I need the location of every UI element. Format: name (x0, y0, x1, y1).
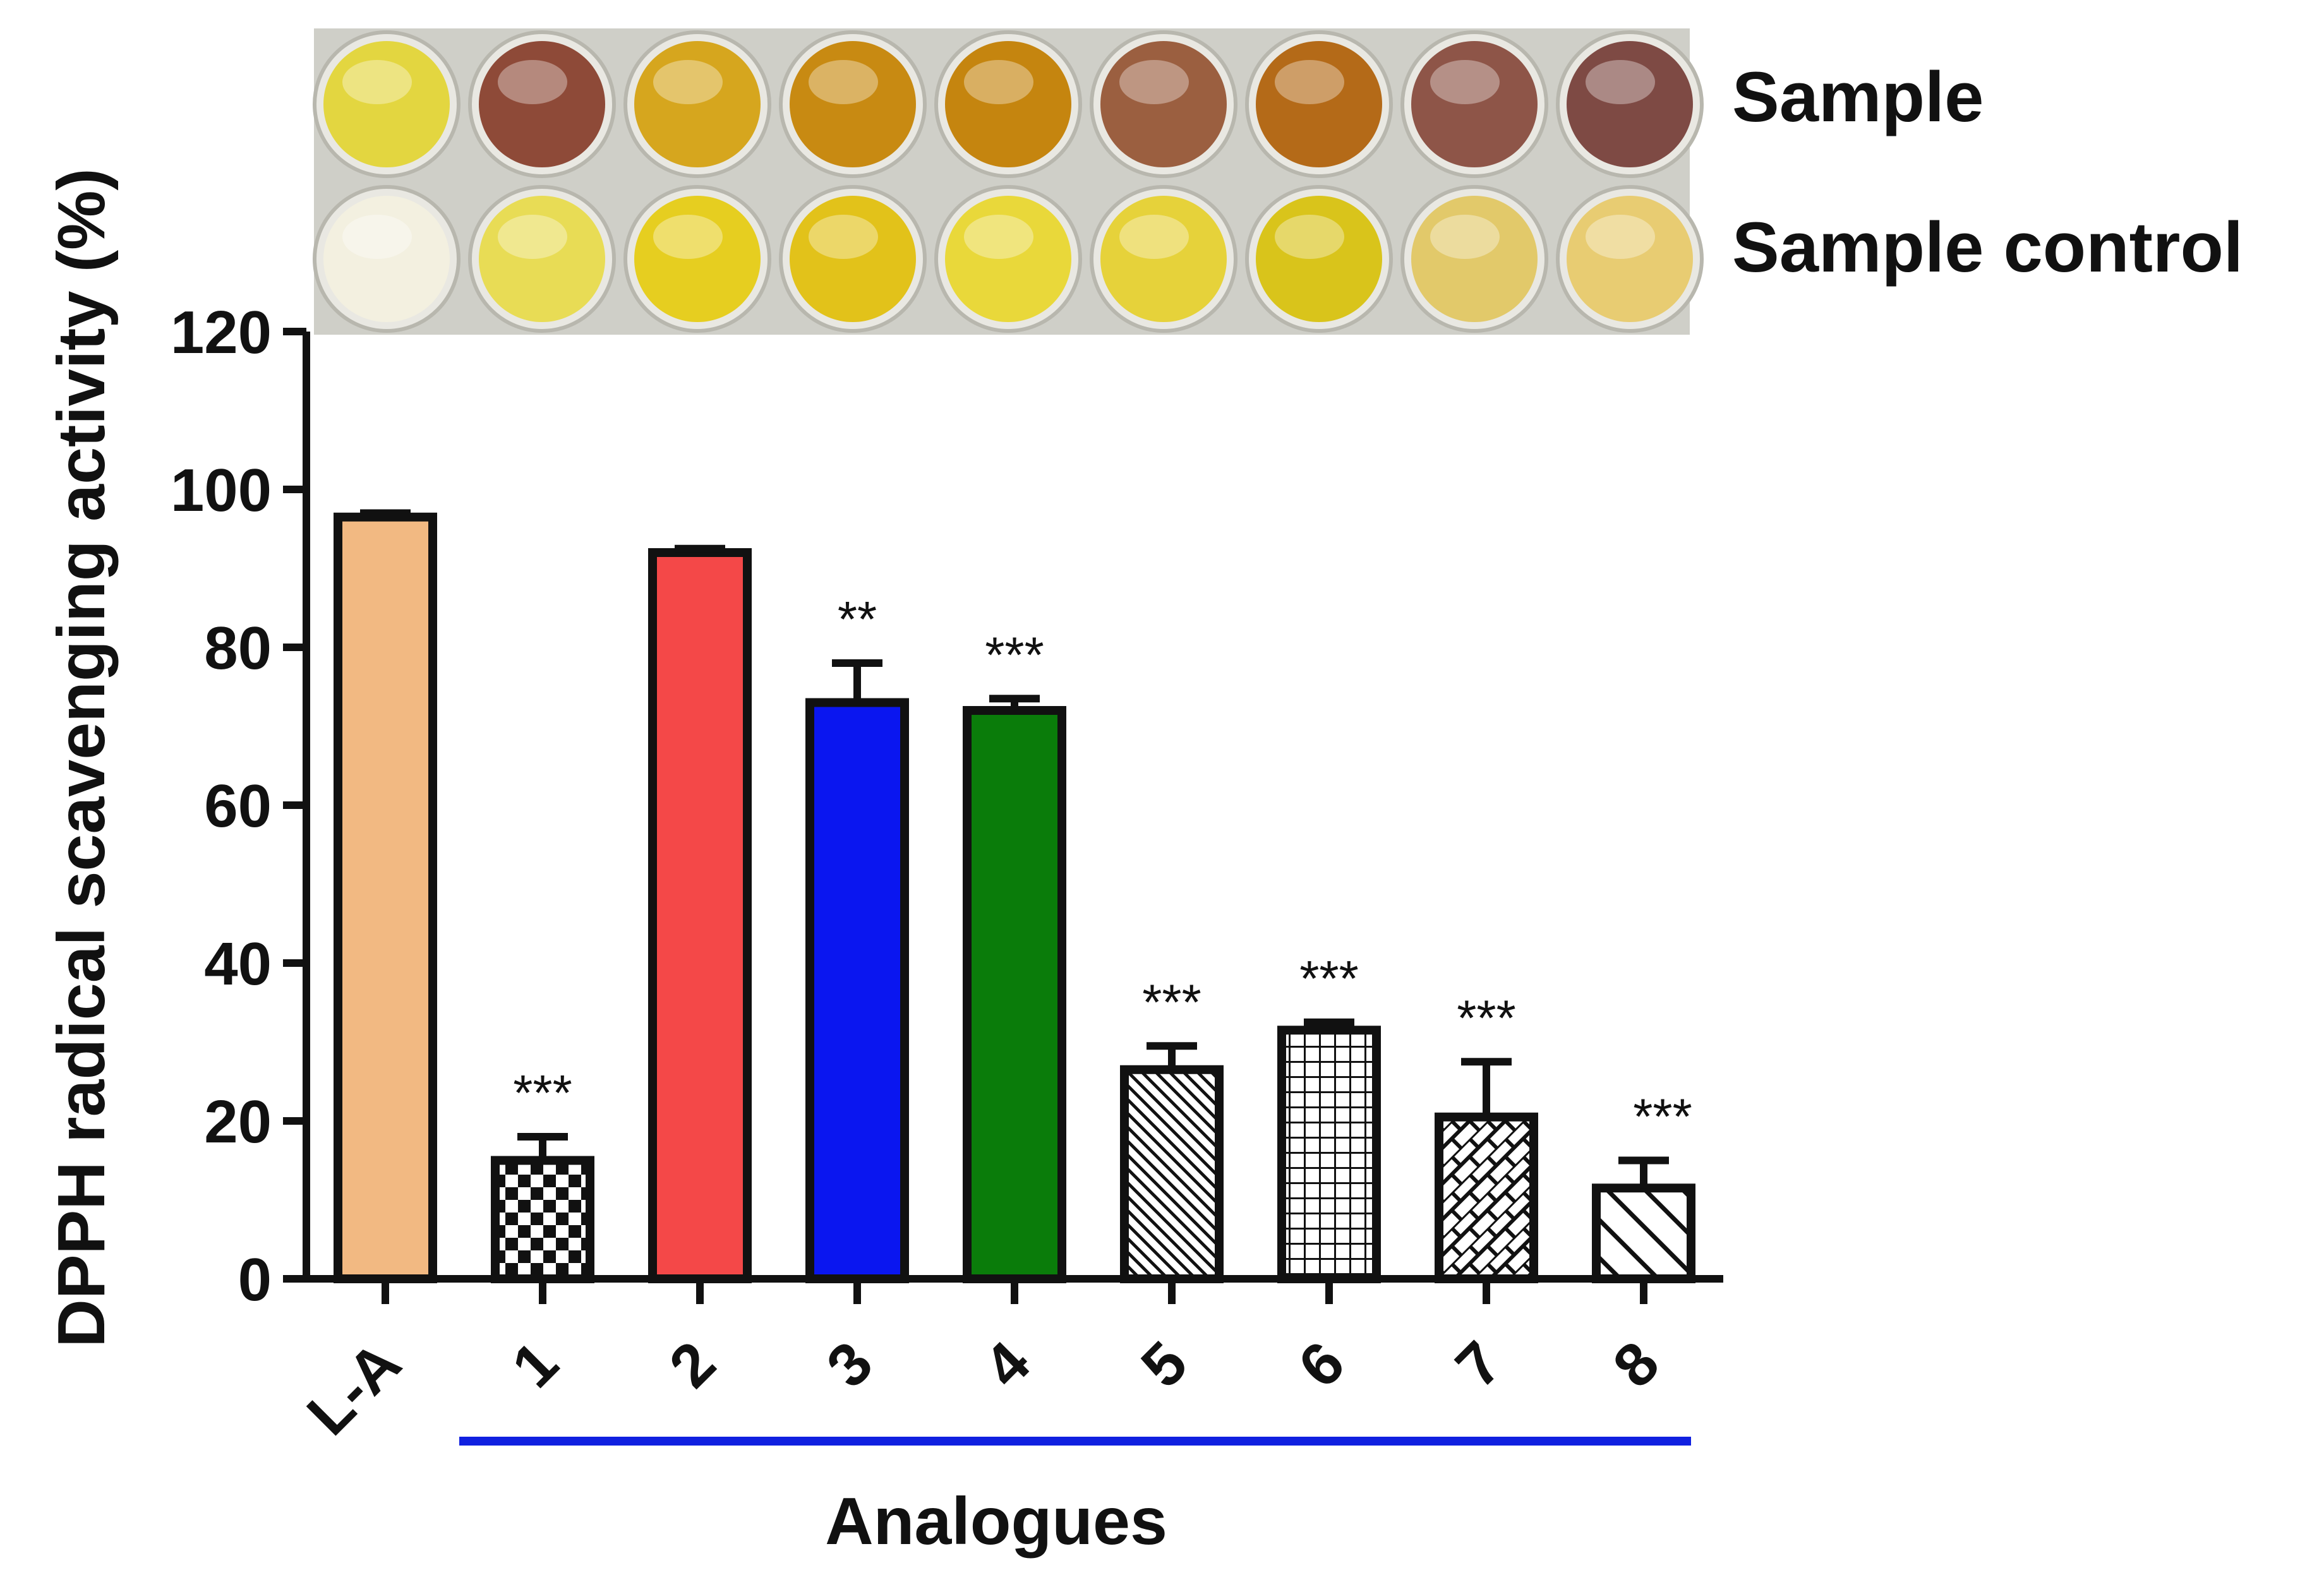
significance-4: *** (985, 626, 1044, 683)
control-well-4 (790, 196, 916, 322)
y-tick-label: 0 (238, 1246, 272, 1314)
x-tick-label-2: 2 (656, 1329, 728, 1400)
well-highlight (809, 215, 878, 259)
x-tick-label-5: 5 (1128, 1329, 1200, 1400)
well-highlight (653, 215, 723, 259)
control-well-6 (1100, 196, 1227, 322)
well-highlight (342, 60, 412, 104)
sample-well-1 (323, 41, 450, 167)
x-tick-label-1: 1 (499, 1329, 570, 1400)
well-highlight (342, 215, 412, 259)
sample-well-9 (1567, 41, 1693, 167)
y-tick-label: 60 (204, 772, 272, 840)
x-tick-label-3: 3 (814, 1329, 885, 1400)
bar-6 (1277, 1026, 1381, 1283)
x-tick-label-4: 4 (971, 1329, 1042, 1400)
well-highlight (1586, 60, 1655, 104)
control-well-2 (479, 196, 605, 322)
bar-4 (963, 706, 1066, 1283)
significance-8: *** (1633, 1089, 1692, 1145)
x-axis-title: Analogues (825, 1484, 1167, 1559)
row-label-sample: Sample (1732, 57, 1984, 136)
significance-7: *** (1457, 990, 1515, 1046)
well-highlight (498, 215, 567, 259)
x-tick-label-6: 6 (1285, 1329, 1357, 1400)
bar-L-A (334, 512, 437, 1283)
y-tick-label: 40 (204, 930, 272, 998)
sample-well-5 (945, 41, 1071, 167)
significance-1: *** (513, 1065, 572, 1121)
control-well-5 (945, 196, 1071, 322)
control-well-9 (1567, 196, 1693, 322)
well-highlight (809, 60, 878, 104)
bar-8 (1592, 1183, 1695, 1283)
well-highlight (498, 60, 567, 104)
well-highlight (1119, 215, 1189, 259)
y-tick-label: 100 (171, 457, 272, 524)
x-tick-label-7: 7 (1443, 1329, 1514, 1400)
well-highlight (1275, 60, 1344, 104)
significance-5: *** (1142, 974, 1201, 1030)
sample-well-8 (1411, 41, 1538, 167)
well-highlight (1275, 215, 1344, 259)
control-well-1 (323, 196, 450, 322)
well-highlight (1119, 60, 1189, 104)
well-highlight (1586, 215, 1655, 259)
bar-2 (648, 548, 752, 1283)
well-highlight (964, 215, 1033, 259)
bar-5 (1120, 1065, 1224, 1283)
significance-3: ** (838, 591, 877, 647)
y-tick-label: 80 (204, 614, 272, 682)
well-highlight (1430, 60, 1500, 104)
bar-7 (1435, 1112, 1538, 1283)
sample-well-4 (790, 41, 916, 167)
well-highlight (1430, 215, 1500, 259)
y-tick-label: 120 (171, 299, 272, 366)
bar-3 (805, 698, 909, 1283)
control-well-7 (1256, 196, 1382, 322)
x-tick-label-L-A: L-A (294, 1329, 414, 1448)
y-tick-label: 20 (204, 1088, 272, 1156)
sample-well-6 (1100, 41, 1227, 167)
control-well-3 (634, 196, 761, 322)
bar-1 (491, 1156, 594, 1283)
significance-6: *** (1299, 950, 1358, 1007)
row-label-sample-control: Sample control (1732, 208, 2243, 287)
x-tick-label-8: 8 (1600, 1329, 1671, 1400)
y-axis-title: DPPH radical scavenging activity (%) (44, 168, 119, 1347)
well-highlight (653, 60, 723, 104)
well-highlight (964, 60, 1033, 104)
sample-well-7 (1256, 41, 1382, 167)
sample-well-2 (479, 41, 605, 167)
control-well-8 (1411, 196, 1538, 322)
well-plate-photo (313, 28, 1704, 335)
sample-well-3 (634, 41, 761, 167)
